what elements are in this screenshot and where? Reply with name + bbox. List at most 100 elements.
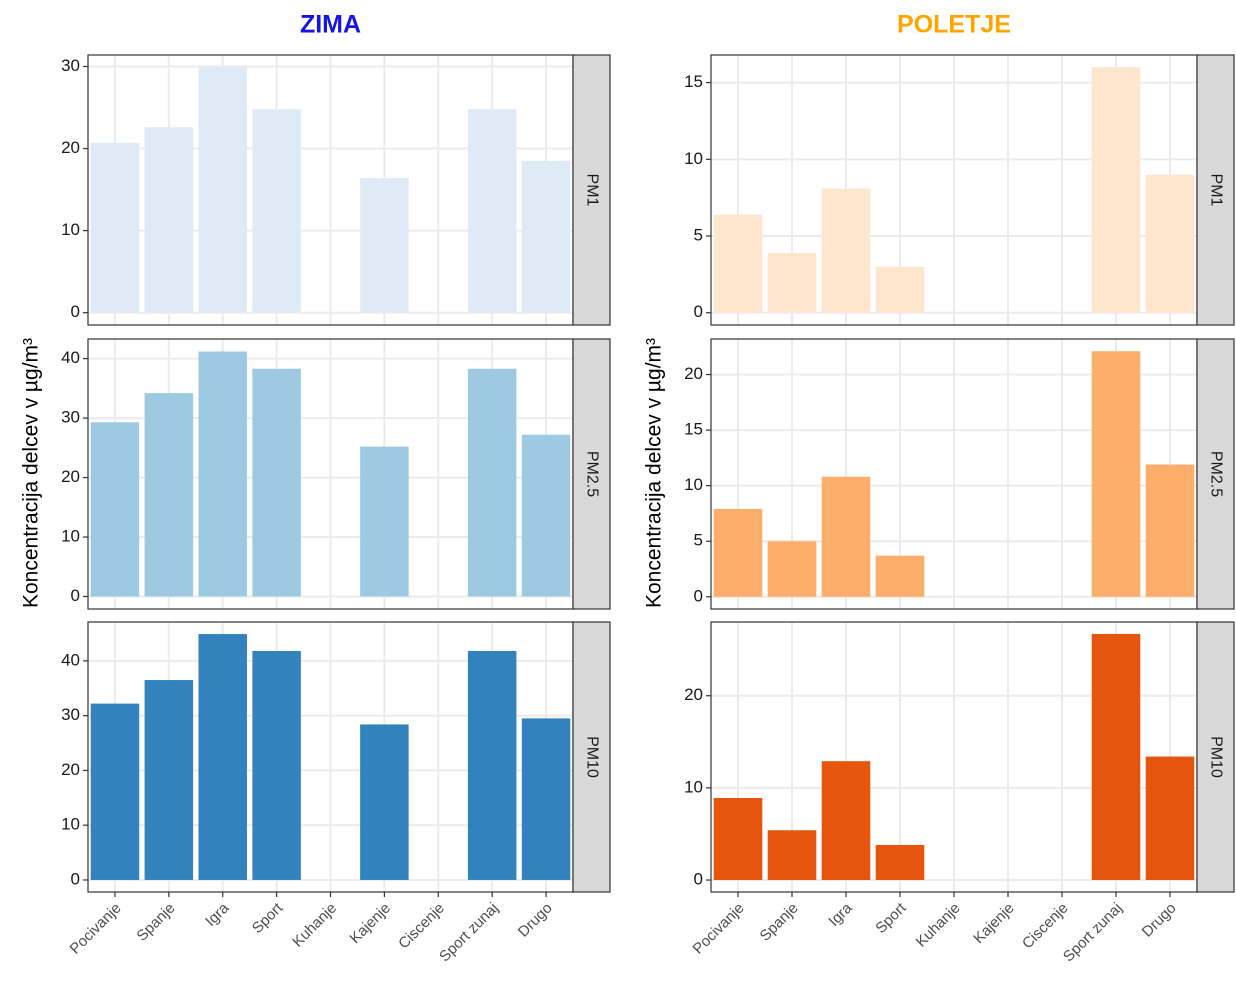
bar — [252, 368, 301, 597]
x-tick-label: Ciscenje — [395, 900, 448, 953]
x-tick-label: Pocivanje — [690, 900, 748, 958]
bar — [90, 142, 140, 313]
facet-strip — [572, 54, 611, 326]
y-tick-label: 15 — [684, 420, 703, 439]
x-tick-label: Kajenje — [970, 900, 1017, 947]
bar — [198, 67, 247, 313]
y-tick-label: 20 — [684, 685, 703, 704]
facet-strip — [572, 621, 611, 893]
facet-label: PM10 — [1207, 736, 1224, 778]
bar — [521, 718, 571, 880]
y-tick-label: 30 — [61, 408, 80, 427]
facet-label: PM1 — [583, 174, 600, 207]
facet-label: PM10 — [583, 736, 600, 778]
facet-strip — [572, 338, 611, 610]
y-tick-label: 0 — [71, 302, 80, 321]
y-tick-label: 0 — [71, 869, 80, 888]
x-tick-label: Ciscenje — [1019, 900, 1072, 953]
bar — [1145, 174, 1195, 313]
facet-strip — [1196, 338, 1235, 610]
bar — [875, 266, 925, 313]
x-tick-label: Spanje — [757, 900, 802, 945]
bar — [467, 651, 517, 880]
bar — [144, 393, 194, 597]
x-tick-label: Kuhanje — [913, 900, 964, 951]
bar — [767, 541, 817, 597]
bar — [821, 476, 871, 597]
x-tick-label: Spanje — [133, 900, 178, 945]
bar — [1091, 67, 1141, 313]
bar — [767, 252, 817, 313]
y-tick-label: 40 — [61, 348, 80, 367]
facet-label: PM2.5 — [583, 451, 600, 497]
bar — [1091, 351, 1141, 597]
y-tick-label: 0 — [71, 586, 80, 605]
bar — [467, 109, 517, 313]
y-tick-label: 0 — [694, 302, 703, 321]
x-tick-label: Igra — [202, 899, 233, 930]
bar — [198, 351, 247, 597]
column-title: ZIMA — [300, 11, 361, 39]
bar — [713, 509, 763, 597]
bar — [521, 160, 571, 313]
x-tick-label: Kuhanje — [289, 900, 340, 951]
bar — [875, 845, 925, 881]
bar — [144, 127, 194, 313]
facet-strip — [1196, 54, 1235, 326]
bar — [521, 434, 571, 597]
y-tick-label: 40 — [61, 650, 80, 669]
facet-label: PM1 — [1207, 174, 1224, 207]
facet-strip — [1196, 621, 1235, 893]
bar — [360, 724, 409, 880]
y-tick-label: 20 — [684, 364, 703, 383]
y-tick-label: 5 — [694, 531, 703, 550]
y-axis-label: Koncentracija delcev v µg/m³ — [643, 338, 666, 608]
bar — [713, 798, 763, 881]
x-tick-label: Sport — [249, 899, 287, 937]
y-tick-label: 0 — [694, 586, 703, 605]
bar — [90, 422, 140, 597]
y-tick-label: 15 — [684, 72, 703, 91]
bar — [360, 446, 409, 597]
x-tick-label: Sport — [872, 899, 910, 937]
y-tick-label: 10 — [684, 475, 703, 494]
y-tick-label: 10 — [61, 527, 80, 546]
y-tick-label: 10 — [684, 149, 703, 168]
bar — [1145, 756, 1195, 881]
bar — [713, 214, 763, 313]
x-tick-label: Drugo — [515, 900, 556, 941]
y-tick-label: 20 — [61, 467, 80, 486]
bar — [821, 761, 871, 881]
bar — [767, 830, 817, 881]
facet-label: PM2.5 — [1207, 451, 1224, 497]
y-tick-label: 10 — [61, 220, 80, 239]
x-tick-label: Pocivanje — [67, 900, 125, 958]
x-tick-label: Sport zunaj — [436, 900, 502, 966]
y-axis-label: Koncentracija delcev v µg/m³ — [20, 338, 43, 608]
bar — [875, 555, 925, 597]
bar — [198, 634, 247, 880]
x-tick-label: Drugo — [1139, 900, 1180, 941]
bar — [144, 680, 194, 880]
x-tick-label: Sport zunaj — [1060, 900, 1126, 966]
bar — [360, 178, 409, 313]
y-tick-label: 20 — [61, 760, 80, 779]
x-tick-label: Kajenje — [347, 900, 394, 947]
bar — [1091, 633, 1141, 881]
y-tick-label: 10 — [684, 777, 703, 796]
bar — [467, 368, 517, 597]
y-tick-label: 20 — [61, 138, 80, 157]
x-tick-label: Igra — [825, 899, 856, 930]
y-tick-label: 30 — [61, 56, 80, 75]
y-tick-label: 30 — [61, 705, 80, 724]
y-tick-label: 0 — [694, 870, 703, 889]
column-title: POLETJE — [897, 11, 1011, 39]
bar — [252, 109, 301, 313]
bar — [821, 188, 871, 313]
bar — [1145, 464, 1195, 597]
y-tick-label: 10 — [61, 815, 80, 834]
bar — [90, 703, 140, 880]
bar — [252, 651, 301, 880]
y-tick-label: 5 — [694, 226, 703, 245]
